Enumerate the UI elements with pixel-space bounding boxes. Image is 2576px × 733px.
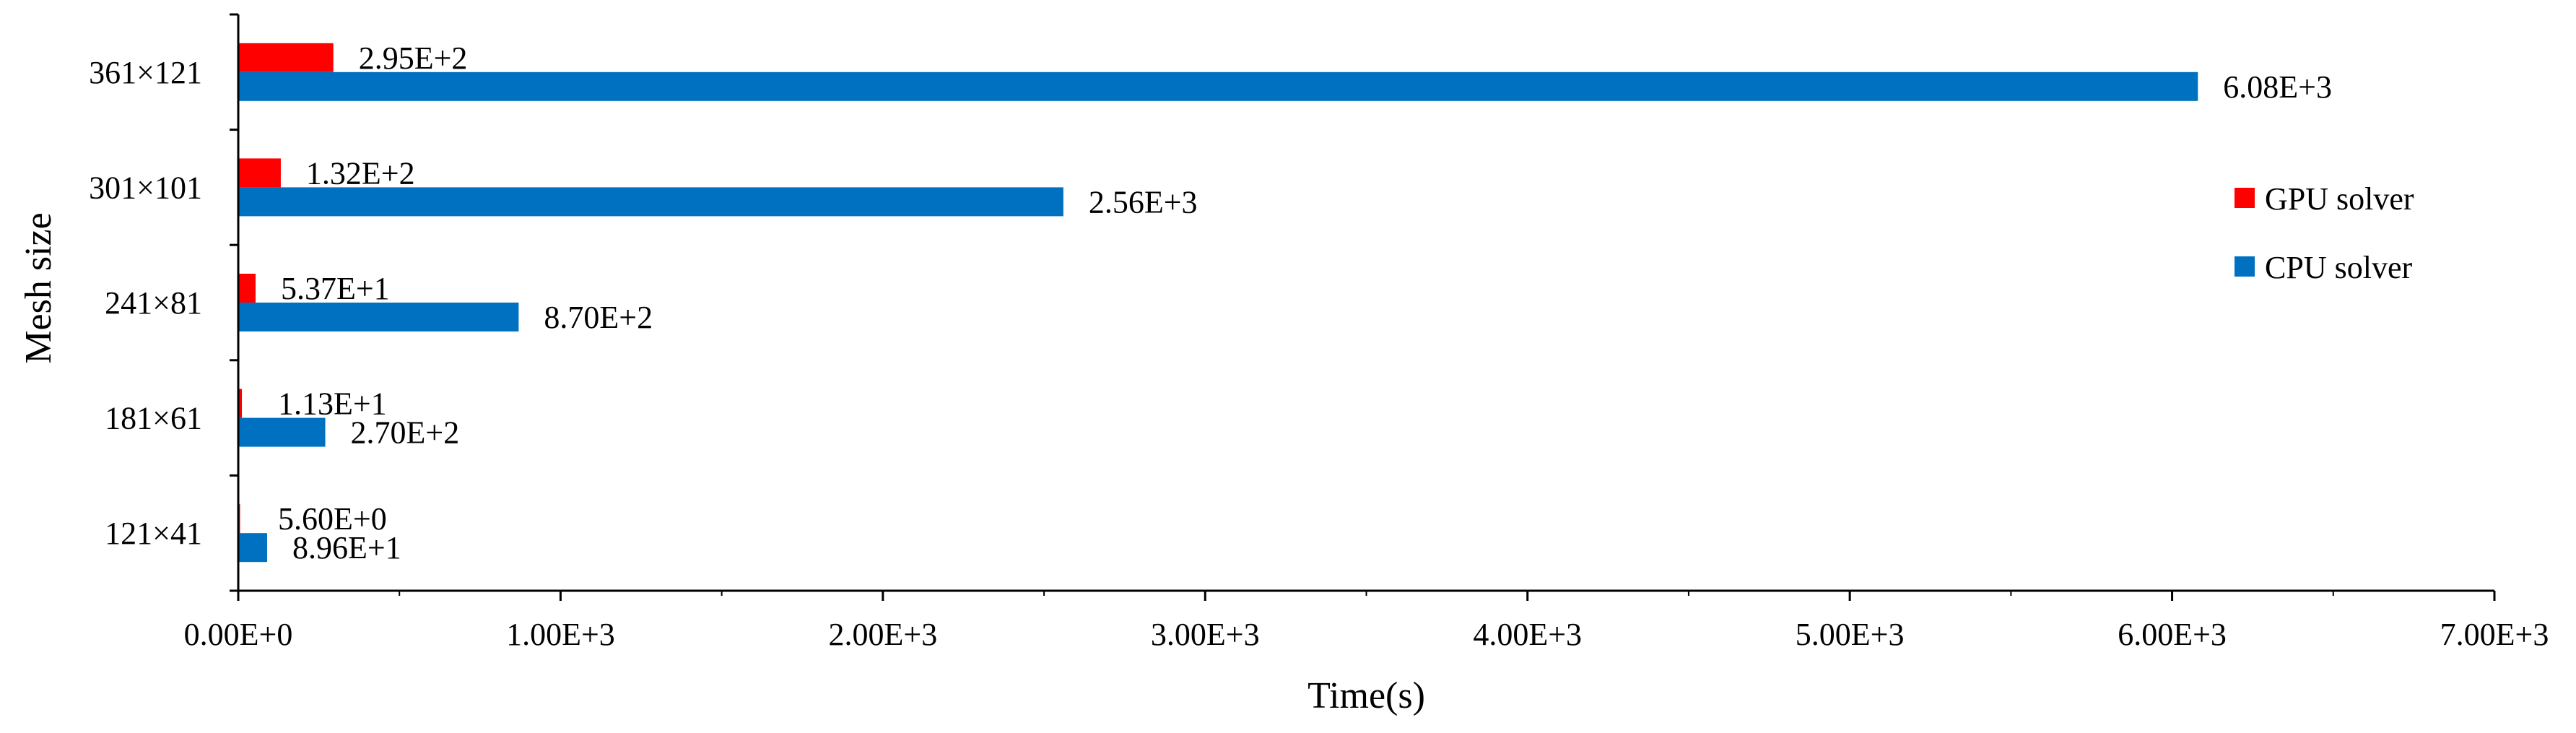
cpu-bar bbox=[238, 417, 326, 447]
cpu-data-label: 6.08E+3 bbox=[2223, 69, 2332, 105]
x-tick-label: 2.00E+3 bbox=[829, 617, 938, 652]
legend-gpu-label: GPU solver bbox=[2265, 181, 2414, 217]
gpu-data-label: 1.13E+1 bbox=[278, 386, 387, 422]
cpu-bar bbox=[238, 187, 1063, 217]
gpu-data-label: 1.32E+2 bbox=[306, 155, 415, 191]
gpu-data-label: 5.60E+0 bbox=[278, 501, 387, 537]
gpu-bar bbox=[238, 274, 256, 303]
legend-cpu-label: CPU solver bbox=[2265, 250, 2412, 285]
y-category-label: 181×61 bbox=[105, 401, 202, 436]
y-axis-title: Mesh size bbox=[18, 212, 59, 363]
y-category-label: 301×101 bbox=[89, 170, 202, 205]
data-labels-layer: 2.95E+2 6.08E+3 1.32E+2 2.56E+3 5.37E+1 8.70E… bbox=[278, 40, 2332, 565]
y-category-label: 121×41 bbox=[105, 516, 202, 551]
gpu-data-label: 2.95E+2 bbox=[359, 40, 468, 76]
legend-gpu-swatch bbox=[2235, 188, 2255, 208]
x-tick-label: 4.00E+3 bbox=[1473, 617, 1582, 652]
cpu-bar bbox=[238, 71, 2198, 101]
cpu-data-label: 2.70E+2 bbox=[351, 415, 460, 451]
x-tick-label: 3.00E+3 bbox=[1151, 617, 1260, 652]
x-axis-title: Time(s) bbox=[1307, 675, 1425, 716]
gpu-bar bbox=[238, 158, 281, 188]
gpu-data-label: 5.37E+1 bbox=[281, 271, 390, 306]
cpu-data-label: 2.56E+3 bbox=[1089, 184, 1198, 220]
x-tick-label: 0.00E+0 bbox=[184, 617, 293, 652]
gpu-bar bbox=[238, 389, 243, 418]
legend-cpu-swatch bbox=[2235, 256, 2255, 277]
y-category-label: 241×81 bbox=[105, 285, 202, 321]
cpu-data-label: 8.70E+2 bbox=[544, 300, 653, 335]
bars-layer bbox=[238, 43, 2198, 563]
x-tick-label: 6.00E+3 bbox=[2118, 617, 2227, 652]
x-tick-label: 1.00E+3 bbox=[506, 617, 615, 652]
cpu-bar bbox=[238, 303, 519, 331]
cpu-data-label: 8.96E+1 bbox=[292, 530, 401, 565]
y-category-label: 361×121 bbox=[89, 55, 202, 90]
x-tick-label: 7.00E+3 bbox=[2440, 617, 2549, 652]
cpu-bar bbox=[238, 533, 267, 563]
gpu-bar bbox=[238, 43, 334, 72]
x-axis-ticks: 0.00E+0 1.00E+3 2.00E+3 3.00E+3 4.00E+3 5.00E… bbox=[184, 591, 2549, 652]
y-axis-ticks: 361×121 301×101 241×81 181×61 121×41 bbox=[89, 13, 238, 592]
axes-layer: 0.00E+0 1.00E+3 2.00E+3 3.00E+3 4.00E+3 5.00E… bbox=[89, 13, 2549, 652]
x-tick-label: 5.00E+3 bbox=[1796, 617, 1905, 652]
legend: GPU solver CPU solver bbox=[2235, 181, 2414, 285]
